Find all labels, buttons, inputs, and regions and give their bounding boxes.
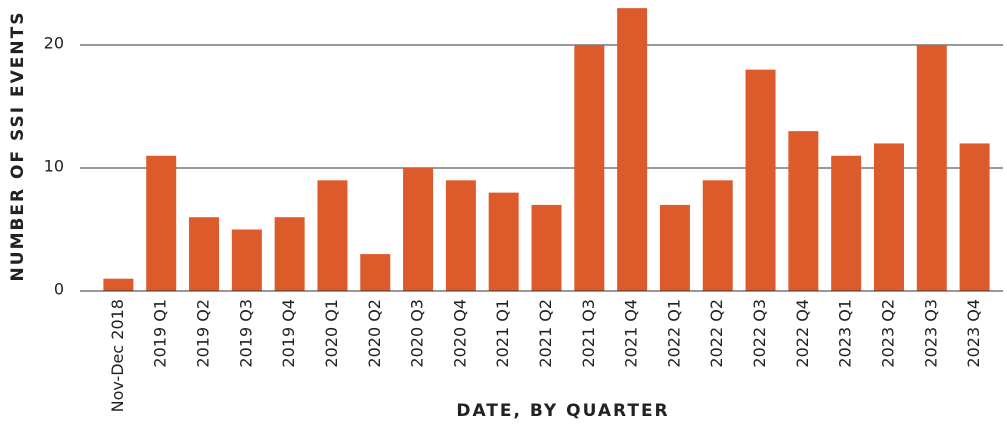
x-tick-label: 2019 Q3 bbox=[236, 299, 255, 368]
x-tick-label: 2023 Q3 bbox=[921, 299, 940, 368]
bar bbox=[702, 180, 733, 291]
bar bbox=[403, 168, 434, 291]
x-tick-label: 2022 Q3 bbox=[750, 299, 769, 368]
x-tick-label: 2023 Q1 bbox=[836, 299, 855, 368]
bar bbox=[103, 278, 134, 291]
x-axis-title: DATE, BY QUARTER bbox=[456, 401, 669, 421]
x-tick-label: 2019 Q4 bbox=[279, 299, 298, 368]
bar bbox=[659, 204, 690, 291]
bar bbox=[788, 131, 819, 291]
bar bbox=[831, 155, 862, 291]
x-tick-label: 2022 Q1 bbox=[664, 299, 683, 368]
x-tick-label: 2019 Q1 bbox=[151, 299, 170, 368]
y-tick-label: 20 bbox=[44, 34, 64, 53]
bar bbox=[445, 180, 476, 291]
x-tick-label: 2020 Q2 bbox=[365, 299, 384, 368]
y-tick-label: 0 bbox=[54, 280, 64, 299]
x-tick-label: 2019 Q2 bbox=[194, 299, 213, 368]
bar bbox=[959, 143, 990, 291]
x-tick-label: 2022 Q2 bbox=[707, 299, 726, 368]
x-tick-label: 2020 Q1 bbox=[322, 299, 341, 368]
x-tick-label: 2021 Q4 bbox=[622, 299, 641, 368]
bar bbox=[274, 217, 305, 291]
bar bbox=[531, 204, 562, 291]
x-tick-label: 2021 Q1 bbox=[493, 299, 512, 368]
x-tick-label: 2021 Q2 bbox=[536, 299, 555, 368]
x-tick-label: 2023 Q2 bbox=[878, 299, 897, 368]
y-tick-label: 10 bbox=[44, 157, 64, 176]
bar bbox=[873, 143, 904, 291]
bar bbox=[617, 8, 648, 292]
y-axis-title: NUMBER OF SSI EVENTS bbox=[8, 11, 28, 282]
x-tick-label: 2021 Q3 bbox=[579, 299, 598, 368]
bar bbox=[745, 69, 776, 291]
bar bbox=[231, 229, 262, 291]
bar bbox=[146, 155, 177, 291]
x-tick-label: 2022 Q4 bbox=[793, 299, 812, 368]
x-tick-label: 2020 Q3 bbox=[408, 299, 427, 368]
bar bbox=[916, 45, 947, 291]
bar bbox=[574, 45, 605, 291]
bar bbox=[189, 217, 220, 291]
x-tick-label: 2020 Q4 bbox=[450, 299, 469, 368]
bar bbox=[360, 254, 391, 291]
bar bbox=[317, 180, 348, 291]
x-tick-label: Nov-Dec 2018 bbox=[108, 299, 127, 412]
bar bbox=[488, 192, 519, 291]
x-tick-label: 2023 Q4 bbox=[964, 299, 983, 368]
